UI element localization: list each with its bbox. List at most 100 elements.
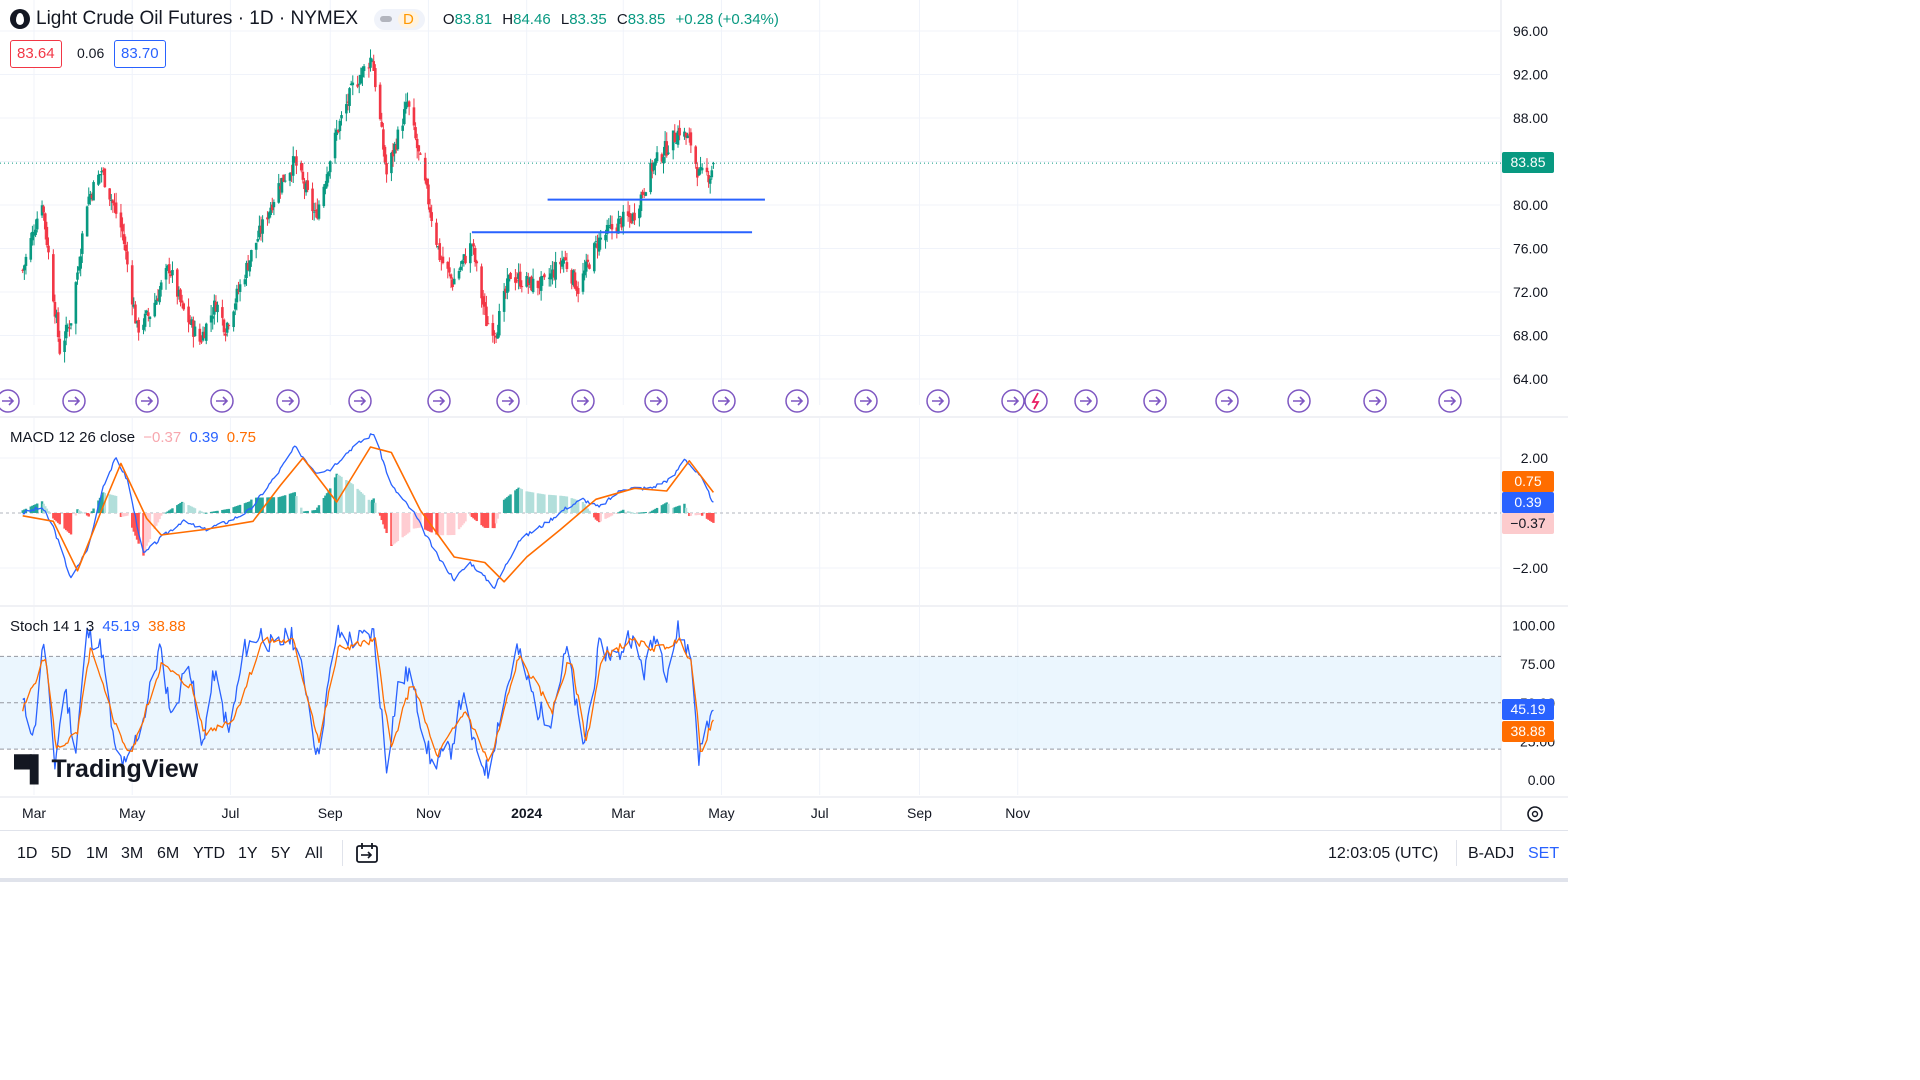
macd-histogram-bar — [689, 513, 693, 516]
candle-body — [628, 213, 631, 218]
tradingview-logo[interactable]: ▀▌ TradingView — [14, 755, 198, 784]
candle — [24, 253, 28, 275]
candle — [671, 130, 675, 160]
candle — [486, 316, 490, 325]
candle — [483, 293, 487, 316]
buy-price-button[interactable]: 83.70 — [114, 40, 166, 68]
sell-price-button[interactable]: 83.64 — [10, 40, 62, 68]
candle — [597, 232, 601, 256]
chart-canvas[interactable]: Mar May Jul Sep Nov 2024 Mar May Jul Sep Nov 96.00 9… — [0, 0, 1568, 882]
candle — [76, 266, 79, 285]
macd-histogram-bar — [593, 513, 596, 518]
macd-histogram-bar — [395, 513, 398, 543]
candle — [114, 192, 118, 219]
candle-body — [485, 306, 488, 327]
oil-drop-icon — [10, 9, 30, 29]
macd-histogram-bar — [671, 507, 675, 513]
range-button-1y[interactable]: 1Y — [238, 845, 258, 862]
candle-body — [349, 83, 353, 85]
macd-legend[interactable]: MACD 12 26 close −0.37 0.39 0.75 — [10, 429, 256, 446]
candle — [224, 328, 227, 342]
macd-histogram-bar — [53, 513, 57, 520]
candle — [340, 111, 343, 126]
candle — [77, 256, 81, 274]
range-button-all[interactable]: All — [305, 845, 323, 862]
candle — [283, 173, 287, 183]
candle-body — [654, 158, 657, 166]
candle — [689, 128, 693, 154]
macd-histogram-bar — [707, 513, 710, 520]
date-range-icon[interactable] — [354, 840, 380, 866]
data-source-badge[interactable]: D — [374, 8, 425, 30]
range-button-3m[interactable]: 3M — [121, 845, 144, 862]
event-marker-icon — [712, 389, 736, 413]
macd-histogram-bar — [372, 498, 375, 513]
candle — [333, 128, 337, 164]
candle — [204, 322, 208, 345]
candle-body — [142, 324, 145, 330]
macd-hist-value: −0.37 — [143, 429, 182, 446]
macd-histogram-bar — [258, 497, 261, 513]
candle — [245, 260, 248, 286]
candle-body — [660, 154, 664, 162]
range-button-ytd[interactable]: YTD — [193, 845, 225, 862]
macd-histogram-bar — [683, 503, 686, 513]
macd-histogram-bar — [213, 511, 216, 513]
range-button-6m[interactable]: 6M — [157, 845, 180, 862]
range-button-5y[interactable]: 5Y — [271, 845, 291, 862]
macd-histogram-bar — [142, 513, 145, 556]
candle-body — [148, 316, 152, 320]
macd-histogram-bar — [358, 490, 361, 513]
candle-body — [472, 243, 475, 247]
settings-gear-icon[interactable] — [1527, 806, 1543, 822]
macd-histogram-bar — [435, 513, 438, 535]
candle — [143, 309, 147, 332]
macd-histogram-bar — [179, 502, 182, 513]
candle — [401, 118, 404, 139]
candle-body — [560, 260, 564, 267]
candle-body — [192, 320, 195, 337]
candle — [134, 301, 137, 324]
candle — [441, 246, 445, 265]
candle — [382, 123, 385, 157]
symbol-title[interactable]: Light Crude Oil Futures · 1D · NYMEX — [36, 8, 359, 29]
range-button-1d[interactable]: 1D — [17, 845, 38, 862]
candle-body — [401, 125, 404, 131]
macd-histogram-bar — [254, 497, 258, 513]
candle — [198, 323, 202, 345]
candle-body — [617, 218, 620, 234]
macd-histogram-bar — [528, 491, 532, 513]
candle-body — [502, 290, 506, 312]
macd-histogram-bar — [187, 505, 190, 513]
stoch-legend[interactable]: Stoch 14 1 3 45.19 38.88 — [10, 618, 186, 635]
candle — [438, 238, 442, 263]
candle — [304, 180, 308, 196]
macd-histogram-bar — [699, 513, 702, 515]
candle — [31, 225, 34, 246]
stoch-title: Stoch 14 1 3 — [10, 618, 95, 635]
candle-body — [98, 173, 102, 176]
candle-body — [694, 146, 698, 164]
candle — [631, 212, 635, 225]
candle — [328, 160, 332, 179]
candle-body — [509, 273, 512, 280]
candle-body — [618, 216, 622, 218]
candle-body — [655, 152, 659, 162]
macd-histogram-bar — [267, 497, 271, 513]
candle-body — [109, 199, 113, 201]
candle — [712, 161, 715, 169]
macd-histogram-bar — [644, 512, 647, 514]
macd-histogram-bar — [565, 496, 569, 513]
candlestick-series — [21, 49, 715, 363]
session-toggle[interactable]: SET — [1528, 845, 1560, 862]
macd-histogram-bar — [243, 503, 247, 513]
candle — [472, 239, 475, 255]
candle — [179, 288, 182, 307]
utc-clock[interactable]: 12:03:05 (UTC) — [1328, 845, 1439, 862]
adjustment-toggle[interactable]: B-ADJ — [1468, 845, 1515, 862]
macd-histogram-bar — [266, 497, 269, 513]
range-button-1m[interactable]: 1M — [86, 845, 109, 862]
macd-hist-tag: −0.37 — [1502, 513, 1554, 534]
range-button-5d[interactable]: 5D — [51, 845, 72, 862]
tv-logo-text: TradingView — [51, 755, 199, 783]
